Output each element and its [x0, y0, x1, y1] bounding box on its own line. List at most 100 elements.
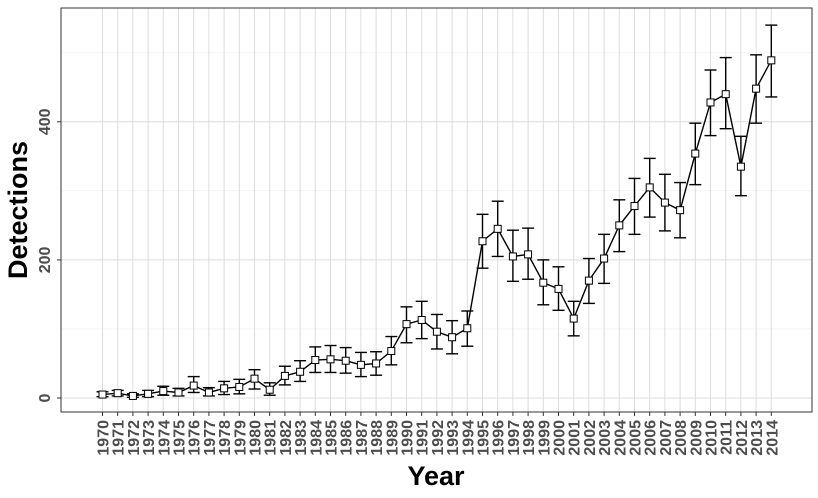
y-tick-label: 200	[37, 246, 54, 273]
x-tick-label: 1984	[308, 420, 325, 456]
x-tick-label: 1975	[172, 420, 189, 456]
x-tick-label: 2008	[673, 420, 690, 456]
data-point	[736, 162, 745, 171]
x-tick-label: 1986	[339, 420, 356, 456]
x-tick-label: 1976	[187, 420, 204, 456]
x-tick-label: 1987	[354, 420, 371, 456]
x-tick-label: 1970	[96, 420, 113, 456]
x-tick-label: 2013	[749, 420, 766, 456]
data-point	[554, 284, 563, 293]
data-point	[265, 385, 274, 394]
data-point	[341, 356, 350, 365]
x-tick-label: 1993	[445, 420, 462, 456]
data-point	[463, 324, 472, 333]
data-point	[448, 333, 457, 342]
data-point	[645, 183, 654, 192]
x-tick-label: 1980	[248, 420, 265, 456]
data-point	[235, 382, 244, 391]
x-tick-label: 1982	[278, 420, 295, 456]
data-point	[204, 388, 213, 397]
x-tick-label: 2010	[704, 420, 721, 456]
data-point	[128, 391, 137, 400]
data-point	[508, 252, 517, 261]
x-tick-label: 1998	[521, 420, 538, 456]
x-tick-label: 2011	[719, 420, 736, 455]
data-point	[584, 276, 593, 285]
data-point	[752, 84, 761, 93]
x-tick-label: 1973	[141, 420, 158, 456]
data-points	[98, 56, 776, 400]
x-tick-label: 1991	[415, 420, 432, 456]
x-tick-label: 1981	[263, 420, 280, 456]
x-tick-label: 1996	[491, 420, 508, 456]
x-tick-label: 2001	[567, 420, 584, 456]
x-tick-label: 2012	[734, 420, 751, 456]
data-point	[615, 221, 624, 230]
data-point	[311, 356, 320, 365]
data-point	[189, 381, 198, 390]
x-tick-label: 2003	[597, 420, 614, 456]
data-point	[539, 278, 548, 287]
data-point	[630, 202, 639, 211]
y-tick-label: 400	[37, 108, 54, 135]
data-point	[478, 237, 487, 246]
x-tick-label: 1983	[293, 420, 310, 456]
y-tick-labels: 0 200 400	[37, 108, 54, 402]
data-point	[660, 198, 669, 207]
data-point	[493, 224, 502, 233]
data-point	[159, 387, 168, 396]
data-point	[250, 374, 259, 383]
x-tick-label: 1992	[430, 420, 447, 456]
grid	[61, 8, 812, 412]
data-point	[676, 206, 685, 215]
data-point	[144, 389, 153, 398]
x-tick-label: 2005	[628, 420, 645, 456]
x-tick-label: 2006	[643, 420, 660, 456]
x-tick-label: 2002	[582, 420, 599, 456]
x-tick-label: 1989	[384, 420, 401, 456]
data-point	[600, 254, 609, 263]
y-tick-label: 0	[37, 393, 54, 402]
data-point	[706, 98, 715, 107]
x-axis-title: Year	[407, 461, 465, 491]
x-tick-label: 1999	[536, 420, 553, 456]
axis-ticks	[57, 121, 772, 416]
data-point	[98, 390, 107, 399]
data-point	[387, 347, 396, 356]
data-point	[524, 250, 533, 259]
data-point	[113, 389, 122, 398]
data-point	[402, 320, 411, 329]
data-point	[721, 90, 730, 99]
x-tick-label: 1978	[217, 420, 234, 456]
data-point	[326, 355, 335, 364]
x-tick-label: 1974	[156, 420, 173, 456]
y-axis-title: Detections	[3, 141, 33, 279]
data-point	[296, 367, 305, 376]
x-tick-label: 1988	[369, 420, 386, 456]
data-point	[432, 327, 441, 336]
x-tick-label: 2007	[658, 420, 675, 456]
data-point	[356, 360, 365, 369]
x-tick-label: 1990	[400, 420, 417, 456]
x-tick-label: 2009	[688, 420, 705, 456]
x-tick-labels: 1970197119721973197419751976197719781979…	[96, 420, 782, 456]
x-tick-label: 1979	[232, 420, 249, 456]
x-tick-label: 1977	[202, 420, 219, 456]
data-point	[767, 56, 776, 65]
data-point	[417, 315, 426, 324]
data-point	[174, 388, 183, 397]
x-tick-label: 2014	[764, 420, 781, 456]
x-tick-label: 1994	[460, 420, 477, 456]
data-point	[691, 149, 700, 158]
data-point	[220, 384, 229, 393]
x-tick-label: 2000	[552, 420, 569, 456]
data-point	[569, 314, 578, 323]
x-tick-label: 1997	[506, 420, 523, 456]
x-tick-label: 2004	[612, 420, 629, 456]
data-point	[280, 371, 289, 380]
x-tick-label: 1985	[324, 420, 341, 456]
x-tick-label: 1995	[476, 420, 493, 456]
data-point	[372, 359, 381, 368]
x-tick-label: 1971	[111, 420, 128, 456]
